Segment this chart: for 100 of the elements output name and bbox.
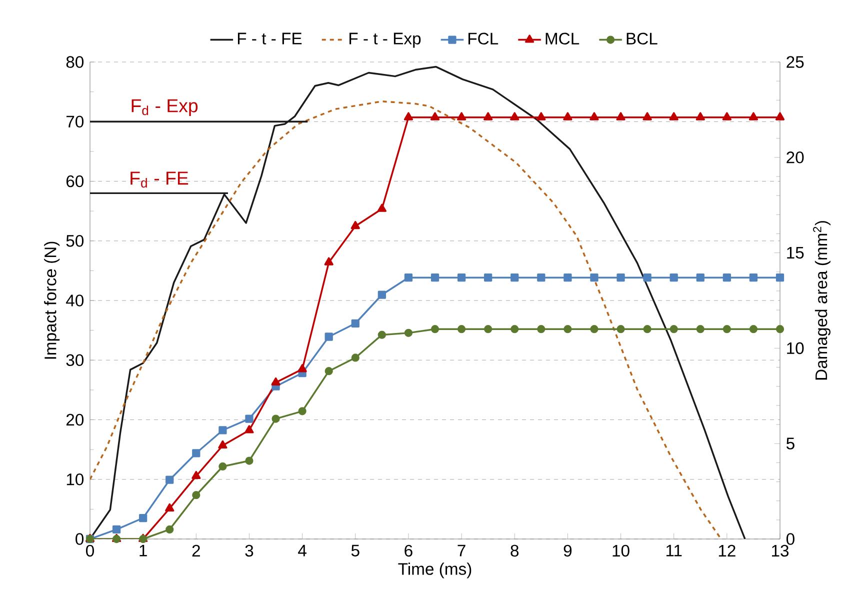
point [430, 112, 440, 120]
y-tick-label: 30 [66, 354, 84, 366]
x-tick-label: 4 [298, 544, 306, 556]
x-tick-label: 8 [510, 544, 519, 557]
y-tick-label: 0 [76, 533, 84, 545]
point [430, 274, 440, 282]
x-tick-label: 9 [564, 544, 572, 557]
point [112, 525, 121, 534]
y2-tick-label: 0 [786, 533, 794, 545]
point [271, 377, 280, 386]
legend-label: F - t - FE [238, 32, 302, 44]
point [244, 425, 254, 434]
point [643, 274, 652, 282]
point [564, 274, 572, 282]
point [351, 319, 360, 328]
point [218, 440, 228, 449]
point [775, 112, 785, 120]
point [616, 112, 626, 120]
point [218, 426, 227, 434]
x-axis-title: Time (ms) [398, 562, 472, 578]
point [616, 325, 625, 334]
y2-tick-label: 20 [786, 152, 804, 164]
y-axis-title: Impact force (N) [44, 242, 60, 359]
point [776, 325, 784, 334]
point [484, 112, 493, 120]
point [670, 274, 678, 282]
point [590, 325, 598, 334]
point [510, 325, 519, 334]
y-tick-label: 10 [66, 473, 84, 486]
point [722, 325, 731, 334]
x-tick-label: 12 [718, 544, 736, 556]
x-tick-label: 11 [666, 544, 682, 556]
point [696, 325, 704, 334]
point [537, 274, 546, 282]
y-tick-label: 40 [66, 294, 84, 306]
point [350, 220, 360, 230]
point [245, 456, 254, 465]
point [456, 112, 466, 120]
annotation: F$_{d}$ - FE [130, 172, 188, 188]
x-tick-label: 5 [351, 544, 360, 556]
point [484, 274, 492, 282]
point [643, 325, 652, 334]
point [324, 332, 333, 341]
x-tick-label: 7 [458, 544, 466, 556]
annotation: F$_{d}$ - Exp [132, 99, 198, 116]
x-tick-label: 3 [245, 544, 254, 557]
y2-axis-title: Damaged area (mm$^{2}$) [813, 221, 830, 380]
point [590, 112, 599, 120]
point [616, 274, 625, 282]
point [404, 112, 414, 120]
legend-label: BCL [626, 32, 658, 45]
point [670, 325, 678, 334]
x-tick-label: 10 [612, 544, 630, 557]
point [457, 274, 466, 282]
point [378, 290, 386, 299]
y2-tick-label: 25 [786, 56, 804, 68]
y-tick-label: 50 [66, 234, 84, 247]
point [564, 325, 572, 334]
y2-tick-label: 10 [787, 342, 804, 354]
point [165, 503, 174, 512]
y2-tick-label: 5 [786, 438, 794, 450]
point [536, 112, 546, 120]
point [749, 274, 758, 282]
legend-label: MCL [546, 32, 580, 45]
point [510, 274, 519, 282]
x-tick-label: 0 [86, 544, 94, 557]
legend-label: FCL [468, 32, 498, 45]
point [351, 354, 360, 362]
point [722, 112, 732, 120]
point [377, 204, 386, 212]
point [642, 112, 652, 120]
y-tick-label: 70 [66, 116, 84, 128]
point [166, 525, 174, 534]
point [722, 274, 731, 282]
point [776, 274, 784, 282]
y-tick-label: 60 [66, 175, 84, 188]
point [192, 470, 201, 480]
point [748, 112, 758, 120]
point [430, 325, 440, 334]
x-tick-label: 1 [140, 544, 147, 556]
point [563, 112, 572, 120]
point [192, 449, 200, 458]
x-tick-label: 2 [192, 544, 200, 556]
point [669, 112, 678, 120]
point [166, 476, 174, 484]
point [537, 325, 546, 334]
point [245, 414, 254, 423]
legend-label: F - t - Exp [350, 32, 421, 48]
point [272, 414, 280, 423]
point [749, 325, 758, 334]
point [298, 364, 307, 372]
point [378, 330, 386, 339]
point [404, 274, 413, 282]
point [590, 274, 598, 282]
y-tick-label: 80 [66, 56, 84, 68]
x-tick-label: 13 [772, 544, 789, 557]
point [324, 367, 333, 376]
point [192, 491, 200, 500]
point [696, 274, 704, 282]
x-tick-label: 6 [404, 544, 412, 557]
